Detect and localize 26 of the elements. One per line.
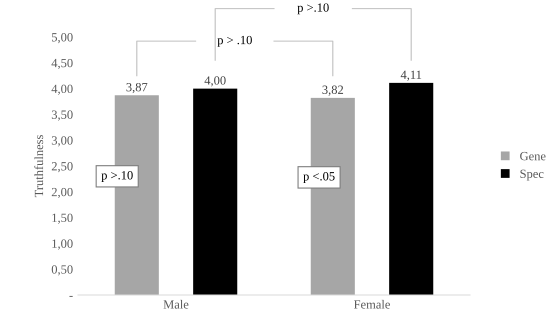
text: p >.10 xyxy=(297,3,329,14)
annotation: p <.05 xyxy=(303,172,335,184)
data-label: 3,87 xyxy=(126,82,148,94)
y-tick-label: 3,00 xyxy=(52,136,73,146)
legend-label: Gene xyxy=(520,152,546,160)
y-tick-label: 4,50 xyxy=(52,58,73,70)
y-tick-label: 2,00 xyxy=(52,188,73,198)
y-tick-label: 0,50 xyxy=(52,265,73,276)
x-tick-label: Male xyxy=(164,300,188,309)
annotation: p > .10 xyxy=(217,36,252,47)
y-axis-title: Truthfulness xyxy=(34,135,44,198)
y-tick-label: 3,50 xyxy=(52,110,73,121)
y-tick-label: 1,00 xyxy=(52,239,73,250)
bar xyxy=(193,88,238,295)
y-tick-label: 5,00 xyxy=(52,33,73,44)
y-tick-label: 4,00 xyxy=(52,84,73,95)
annotation: p >.10 xyxy=(101,171,133,182)
y-tick-label: - xyxy=(69,296,73,297)
data-label: 4,11 xyxy=(400,70,422,81)
y-tick-label: 1,50 xyxy=(52,214,73,224)
data-label: 3,82 xyxy=(322,86,344,96)
data-label: 4,00 xyxy=(204,76,226,86)
bar xyxy=(389,82,434,295)
y-tick-label: 2,50 xyxy=(52,162,73,172)
x-tick-label: Female xyxy=(354,300,390,309)
legend-label: Spec xyxy=(520,170,544,181)
